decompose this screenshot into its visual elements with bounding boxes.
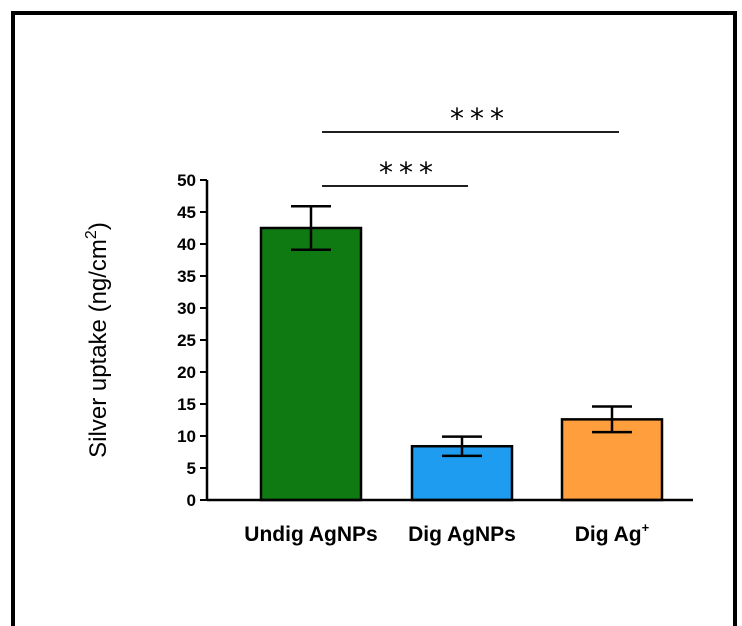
y-tick-label: 45 [177, 203, 196, 222]
x-tick-label: Dig AgNPs [408, 523, 516, 546]
y-axis-label: Silver uptake (ng/cm2) [83, 222, 112, 458]
y-tick-label: 40 [177, 235, 196, 254]
significance-label: *** [450, 102, 510, 135]
y-tick-label: 30 [177, 299, 196, 318]
y-tick-label: 25 [177, 331, 196, 350]
y-tick-label: 50 [177, 171, 196, 190]
y-tick-label: 5 [187, 459, 196, 478]
y-tick-label: 20 [177, 363, 196, 382]
y-tick-label: 15 [177, 395, 196, 414]
y-tick-label: 0 [187, 491, 196, 510]
x-tick-label: Dig Ag+ [575, 520, 650, 546]
y-tick-label: 35 [177, 267, 196, 286]
significance-label: *** [379, 156, 439, 189]
figure-border [11, 11, 737, 626]
x-tick-label: Undig AgNPs [244, 523, 377, 546]
bar [259, 226, 363, 502]
y-tick-label: 10 [177, 427, 196, 446]
